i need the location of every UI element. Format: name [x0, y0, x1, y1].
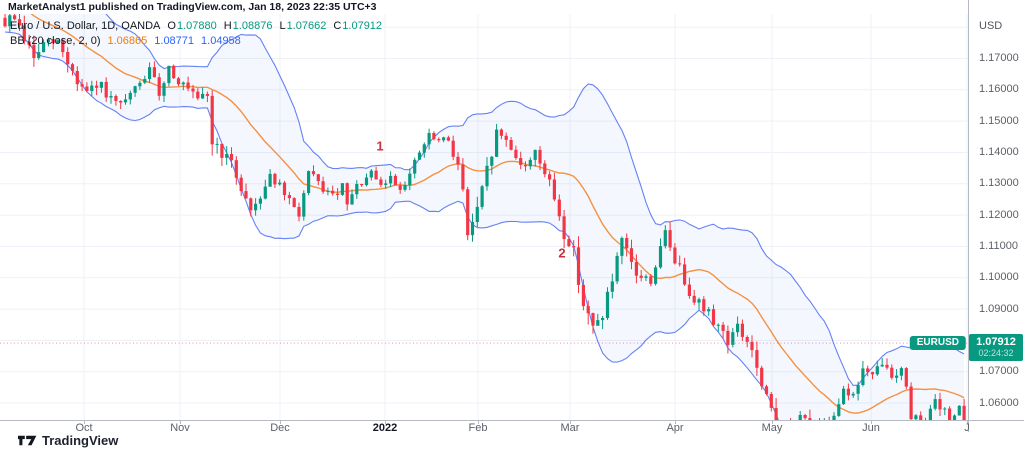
time-axis-tick: [871, 420, 872, 424]
time-axis-label: Jun: [862, 422, 880, 434]
price-axis-label: 1.15000: [979, 114, 1019, 127]
time-axis-tick: [675, 420, 676, 424]
price-axis-label: 1.16000: [979, 83, 1019, 96]
low-label: L: [279, 20, 286, 32]
time-axis-tick: [772, 420, 773, 424]
close-value: 1.07912: [342, 20, 383, 32]
time-axis[interactable]: [0, 420, 1024, 421]
time-axis-tick: [967, 420, 968, 424]
current-price-tag: 1.07912 02:24:32: [969, 334, 1023, 362]
time-axis-tick: [385, 420, 386, 424]
time-axis-tick: [478, 420, 479, 424]
time-axis-label: May: [761, 422, 783, 434]
time-axis-label: Feb: [468, 422, 488, 434]
open-value: 1.07880: [176, 20, 217, 32]
bar-countdown: 02:24:32: [978, 348, 1014, 359]
bb-lower-value: 1.04958: [201, 35, 241, 47]
high-value: 1.08876: [232, 20, 273, 32]
attribution-text: MarketAnalyst1 published on TradingView.…: [8, 1, 377, 13]
bollinger-upper-band: [105, 14, 965, 386]
symbol-title: Euro / U.S. Dollar, 1D, OANDA: [10, 20, 161, 32]
time-axis-label: Dec: [270, 422, 290, 434]
time-axis-tick: [84, 420, 85, 424]
price-axis-label: 1.13000: [979, 177, 1019, 190]
bollinger-lower-band: [4, 31, 779, 420]
close-label: C: [333, 20, 342, 32]
chart-legend: Euro / U.S. Dollar, 1D, OANDA O1.07880 H1.…: [10, 19, 382, 49]
time-axis-label: Mar: [560, 422, 580, 434]
symbol-price-flag: EURUSD: [909, 336, 966, 351]
annotation-1: 1: [376, 138, 384, 154]
time-axis-label: Oct: [75, 422, 93, 434]
current-price-value: 1.07912: [976, 336, 1016, 349]
price-axis-currency-label: USD: [979, 20, 1003, 32]
candles-group: [3, 14, 966, 420]
annotation-2: 2: [558, 245, 566, 261]
symbol-legend-row[interactable]: Euro / U.S. Dollar, 1D, OANDA O1.07880 H1.…: [10, 19, 382, 34]
open-label: O: [167, 20, 176, 32]
tradingview-logo-icon: [18, 435, 37, 446]
tradingview-logo-text: TradingView: [42, 433, 119, 448]
price-axis-label: 1.09000: [979, 302, 1019, 315]
price-axis-label: 1.10000: [979, 271, 1019, 284]
time-axis-label: Apr: [666, 422, 684, 434]
time-axis-label: J: [964, 422, 970, 434]
price-axis-label: 1.06000: [979, 396, 1019, 409]
candlestick-chart[interactable]: [0, 14, 968, 420]
price-axis-label: 1.14000: [979, 145, 1019, 158]
time-axis-label: Nov: [170, 422, 190, 434]
bb-indicator-label: BB (20 close, 2, 0): [10, 35, 101, 47]
price-axis[interactable]: USD 1.17000 1.16000 1.15000 1.14000 1.13000 1…: [968, 0, 1024, 432]
bb-basis-value: 1.06865: [107, 35, 148, 47]
low-value: 1.07662: [286, 20, 327, 32]
price-axis-label: 1.07000: [979, 365, 1019, 378]
bb-upper-value: 1.08771: [154, 35, 195, 47]
tradingview-logo[interactable]: TradingView: [18, 433, 118, 448]
price-axis-label: 1.11000: [979, 239, 1018, 252]
price-axis-label: 1.17000: [979, 52, 1019, 64]
time-axis-tick: [180, 420, 181, 424]
time-axis-label: 2022: [372, 422, 398, 434]
time-axis-tick: [280, 420, 281, 424]
price-axis-label: 1.12000: [979, 208, 1019, 221]
high-label: H: [223, 20, 232, 32]
chart-plot-area[interactable]: Euro / U.S. Dollar, 1D, OANDA O1.07880 H1.…: [0, 14, 968, 420]
indicator-legend-row[interactable]: BB (20 close, 2, 0) 1.06865 1.08771 1.04958: [10, 34, 382, 49]
time-axis-tick: [570, 420, 571, 424]
